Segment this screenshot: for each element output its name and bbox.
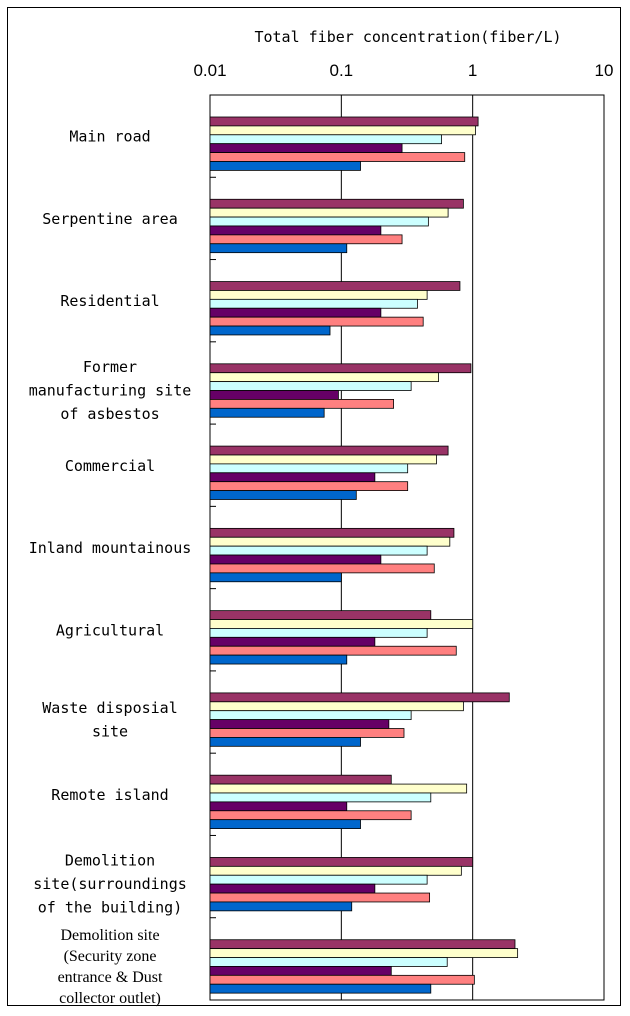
bar-7-5 <box>209 737 361 747</box>
category-label: of asbestos <box>60 405 159 423</box>
bar-0-0 <box>209 116 479 127</box>
category-label: site(surroundings <box>33 875 187 893</box>
bar-3-1 <box>209 372 439 383</box>
bar-8-2 <box>209 792 432 803</box>
category-label: Demolition <box>65 852 155 870</box>
bar-4-1 <box>209 454 437 465</box>
bar-10-2 <box>209 957 448 967</box>
category-label: Main road <box>69 128 150 146</box>
bar-6-2 <box>209 628 428 638</box>
bar-10-0 <box>209 939 516 950</box>
category-label: Agricultural <box>56 621 164 639</box>
bar-3-4 <box>209 399 394 409</box>
bar-7-4 <box>209 728 405 738</box>
bar-7-2 <box>209 710 412 721</box>
bar-2-1 <box>209 290 428 300</box>
bar-4-5 <box>209 490 357 500</box>
bar-4-4 <box>209 481 409 491</box>
bar-5-3 <box>209 554 382 565</box>
bar-8-4 <box>209 810 412 821</box>
bar-5-4 <box>209 563 435 574</box>
bar-3-0 <box>209 363 472 374</box>
bar-9-2 <box>209 874 428 885</box>
bar-5-1 <box>209 536 451 547</box>
category-label: of the building) <box>38 899 183 917</box>
bar-6-4 <box>209 645 457 656</box>
bar-2-5 <box>209 325 331 336</box>
bar-4-2 <box>209 463 409 474</box>
bar-10-4 <box>209 974 475 985</box>
category-label: Former <box>83 358 137 376</box>
bar-9-3 <box>209 883 376 894</box>
category-label: collector outlet) <box>59 990 161 1007</box>
category-label: Remote island <box>51 786 168 804</box>
bar-1-2 <box>209 216 429 227</box>
bar-0-3 <box>209 143 403 153</box>
category-label: Waste disposial <box>42 699 177 717</box>
bar-5-0 <box>209 527 455 538</box>
category-label: Inland mountainous <box>29 539 192 557</box>
bar-9-1 <box>209 865 462 876</box>
category-labels: Main road Serpentine area Residential Forme… <box>29 128 192 1007</box>
bar-2-3 <box>209 307 382 318</box>
category-label: Demolition site <box>60 927 159 944</box>
bar-8-3 <box>209 801 348 812</box>
bar-8-0 <box>209 774 392 785</box>
bar-1-4 <box>209 234 403 245</box>
x-tick-label: 0.1 <box>330 61 354 80</box>
bar-2-2 <box>209 298 418 309</box>
bar-2-0 <box>209 281 461 291</box>
bar-8-1 <box>209 783 468 794</box>
bar-1-5 <box>209 243 348 254</box>
bar-8-5 <box>209 819 361 829</box>
bar-6-0 <box>209 610 432 620</box>
category-label: Residential <box>60 292 159 310</box>
chart-title: Total fiber concentration(fiber/L) <box>254 28 561 46</box>
bar-7-0 <box>209 692 510 703</box>
chart-frame <box>7 7 621 1006</box>
bar-3-2 <box>209 381 412 391</box>
bar-6-5 <box>209 654 348 665</box>
category-label: Serpentine area <box>42 210 177 228</box>
category-label: entrance & Dust <box>58 969 163 986</box>
bar-10-5 <box>209 983 432 994</box>
bar-1-3 <box>209 225 382 236</box>
bar-1-0 <box>209 198 464 209</box>
bar-0-1 <box>209 125 476 136</box>
bar-9-0 <box>209 857 474 867</box>
category-label: (Security zone <box>64 948 157 965</box>
bar-10-3 <box>209 966 392 976</box>
bar-4-3 <box>209 472 376 483</box>
x-tick-label: 0.01 <box>193 61 226 80</box>
bar-3-3 <box>209 390 339 400</box>
category-label: Commercial <box>65 457 155 475</box>
x-tick-label: 10 <box>595 61 614 80</box>
bar-4-0 <box>209 445 449 456</box>
bar-2-4 <box>209 316 424 327</box>
category-label: manufacturing site <box>29 382 192 400</box>
bar-9-5 <box>209 901 353 912</box>
bar-5-2 <box>209 545 428 556</box>
bar-5-5 <box>209 572 342 583</box>
bar-7-3 <box>209 719 390 729</box>
bar-0-5 <box>209 161 361 171</box>
bar-10-1 <box>209 948 519 958</box>
bar-6-3 <box>209 636 376 647</box>
bar-7-1 <box>209 701 464 712</box>
bar-1-1 <box>209 207 449 218</box>
bar-3-5 <box>209 407 325 418</box>
bar-6-1 <box>209 619 474 629</box>
bar-0-4 <box>209 152 466 162</box>
bar-9-4 <box>209 892 431 903</box>
bar-0-2 <box>209 134 442 145</box>
x-axis-tick-labels: 0.01 0.1 1 10 <box>193 61 613 80</box>
bars <box>209 116 519 994</box>
category-label: site <box>92 722 128 740</box>
x-tick-label: 1 <box>468 61 477 80</box>
